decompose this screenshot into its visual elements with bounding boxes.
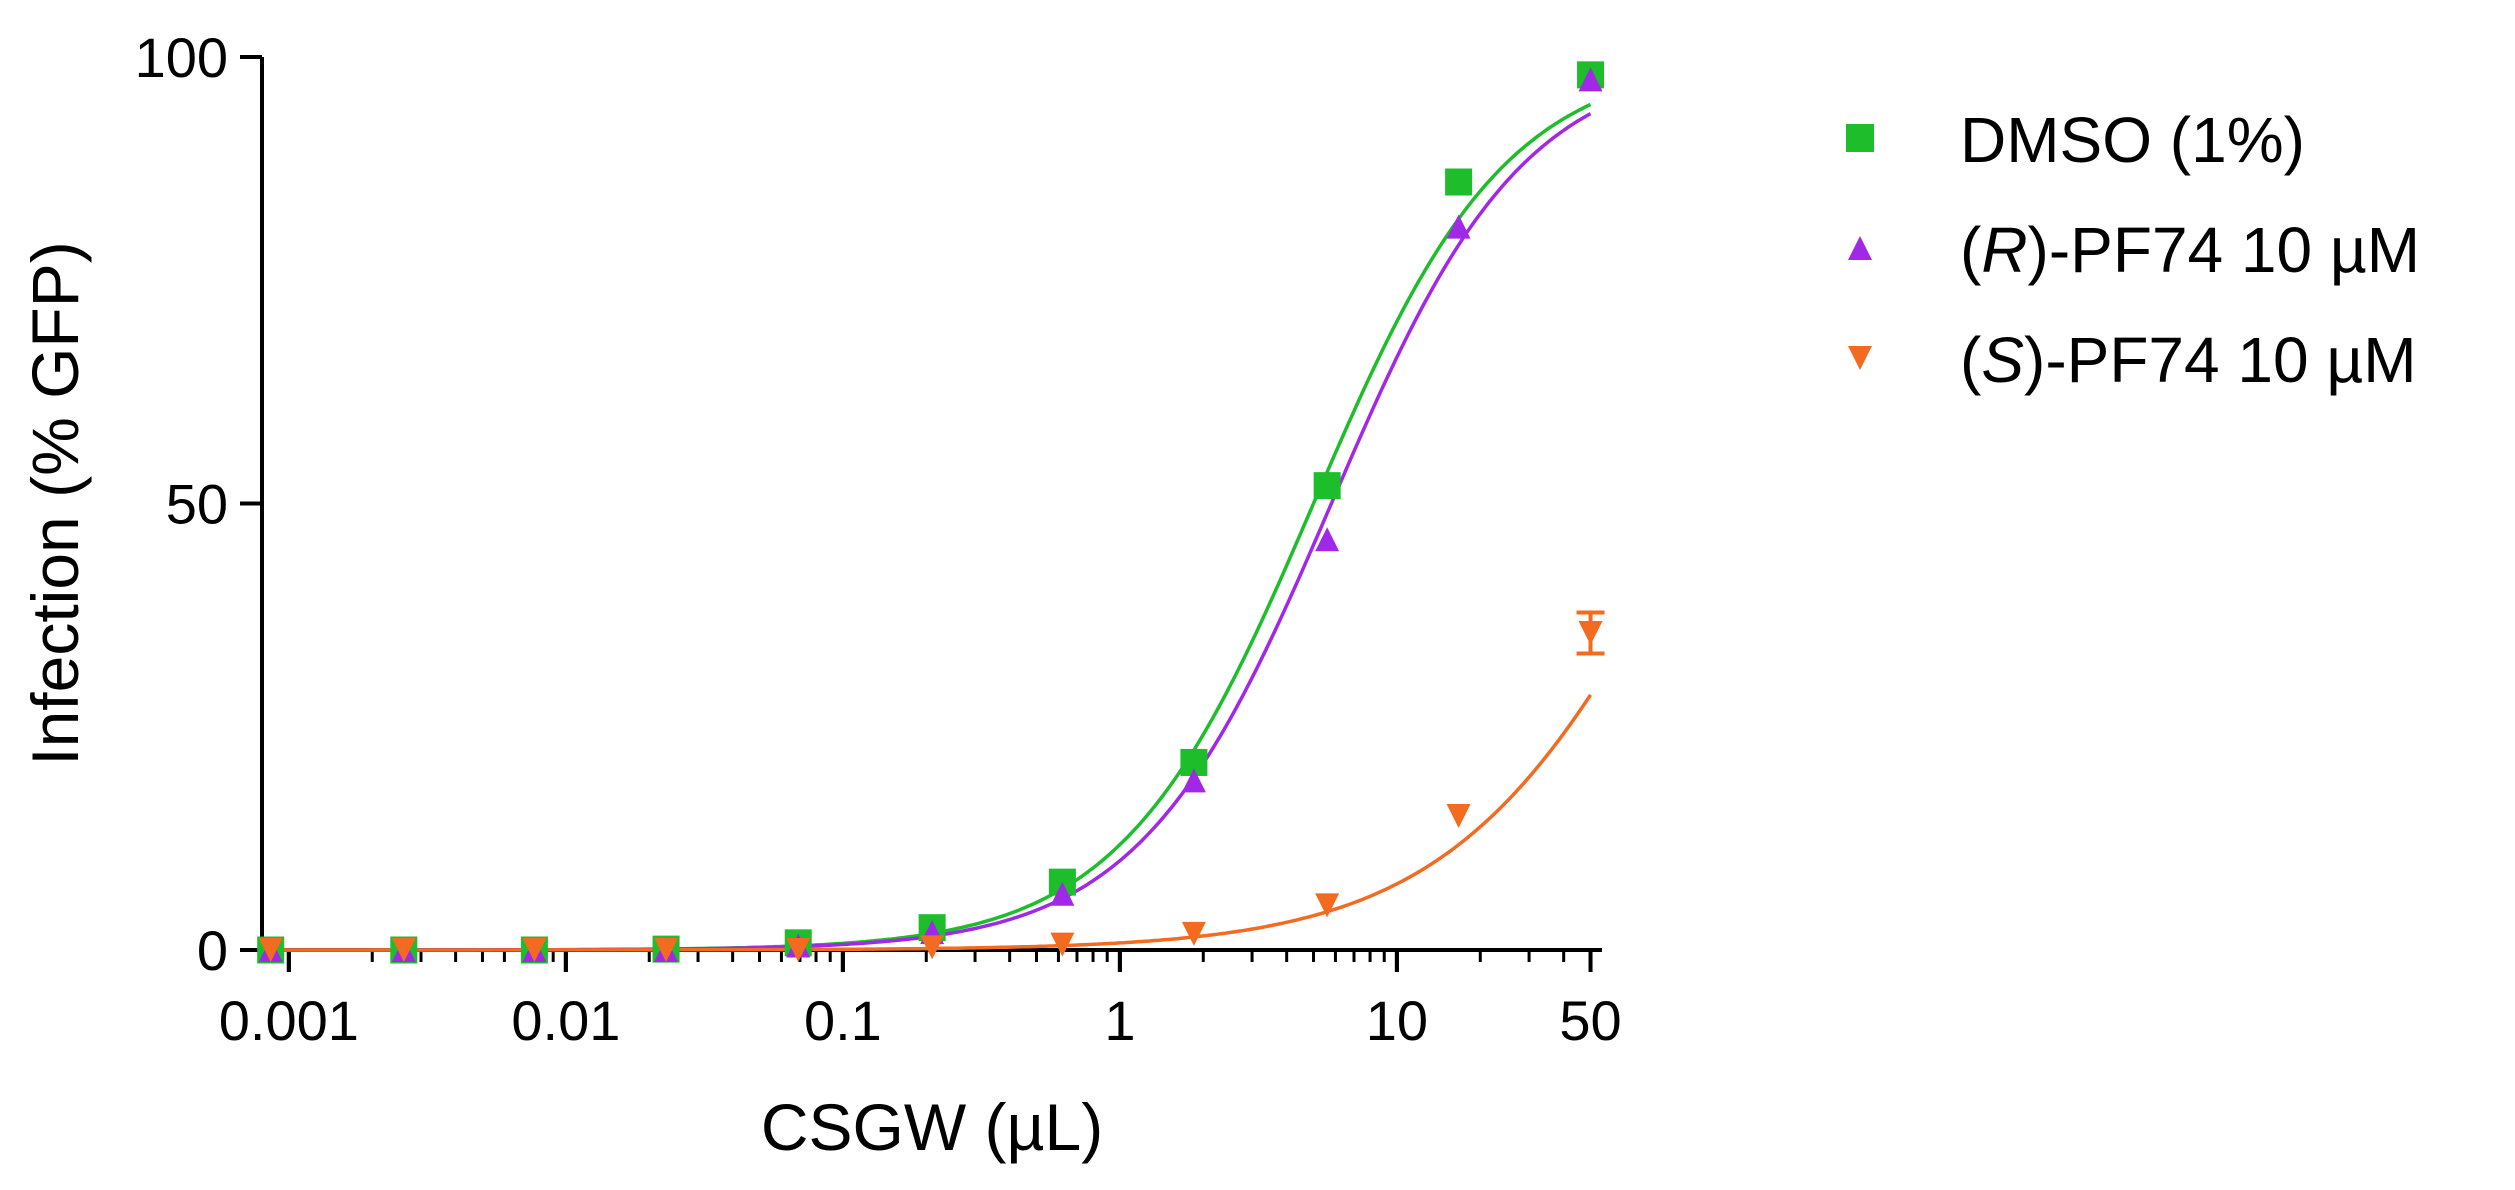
legend-marker-triangle-up	[1848, 236, 1872, 260]
x-tick-label: 10	[1366, 989, 1428, 1052]
x-tick-label: 0.001	[219, 989, 359, 1052]
fit-curve	[270, 102, 1592, 952]
x-tick-label: 1	[1104, 989, 1135, 1052]
data-point-triangle-up	[1181, 768, 1206, 793]
y-tick-label: 50	[166, 473, 228, 536]
legend-label: (R)-PF74 10 µM	[1960, 214, 2420, 286]
data-point-triangle-up	[1578, 67, 1603, 92]
x-tick-label: 0.1	[804, 989, 882, 1052]
fit-curve	[270, 693, 1592, 952]
legend-marker-square	[1846, 124, 1874, 152]
data-points	[257, 61, 1605, 964]
data-point-triangle-up	[1315, 527, 1340, 552]
data-point-triangle-down	[1315, 893, 1340, 918]
data-point-triangle-up	[1050, 881, 1075, 906]
fit-curves	[270, 102, 1592, 952]
x-axis-label: CSGW (µL)	[761, 1090, 1103, 1164]
data-point-triangle-down	[1578, 620, 1603, 645]
fit-curve	[270, 112, 1592, 952]
data-point-triangle-down	[1050, 932, 1075, 957]
data-point-triangle-down	[1446, 804, 1471, 829]
data-point-triangle-down	[920, 935, 945, 960]
axes: 0.001 0.01 0.1 1 10 50 0 50 100	[135, 26, 1622, 1052]
data-point-triangle-down	[1181, 921, 1206, 946]
legend: DMSO (1%) (R)-PF74 10 µM (S)-PF74 10 µM	[1846, 104, 2420, 396]
data-point-triangle-down	[522, 938, 547, 962]
y-axis-label: Infection (% GFP)	[18, 241, 92, 766]
data-point-triangle-up	[1446, 214, 1471, 239]
legend-marker-triangle-down	[1848, 346, 1872, 370]
data-point-square	[1445, 168, 1473, 196]
y-tick-label: 0	[197, 919, 228, 982]
legend-label: DMSO (1%)	[1960, 104, 2305, 176]
data-point-square	[1313, 472, 1341, 500]
data-point-triangle-down	[786, 938, 811, 962]
x-tick-label: 50	[1559, 989, 1621, 1052]
data-point-triangle-down	[258, 938, 283, 962]
data-point-triangle-down	[391, 938, 416, 962]
x-tick-label: 0.01	[511, 989, 620, 1052]
data-point-triangle-down	[654, 938, 679, 962]
legend-label: (S)-PF74 10 µM	[1960, 324, 2417, 396]
y-tick-label: 100	[135, 26, 228, 89]
